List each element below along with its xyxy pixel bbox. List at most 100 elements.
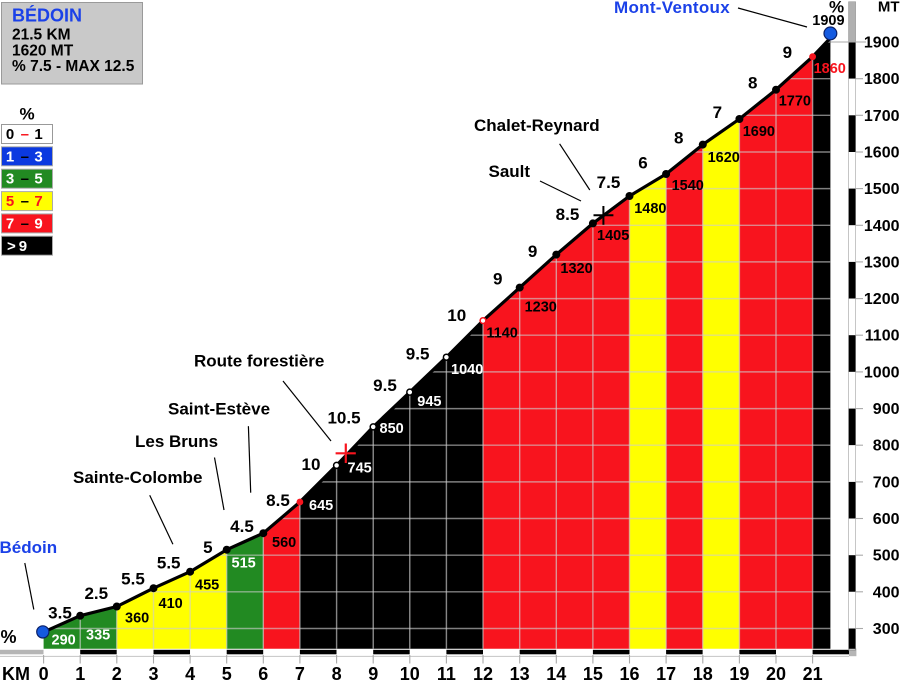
svg-text:> 9: > 9 bbox=[7, 238, 27, 255]
svg-text:4.5: 4.5 bbox=[230, 517, 254, 536]
svg-text:4: 4 bbox=[185, 664, 195, 682]
svg-text:360: 360 bbox=[125, 611, 149, 627]
svg-text:1500: 1500 bbox=[864, 181, 900, 198]
svg-text:9: 9 bbox=[783, 43, 792, 62]
svg-text:300: 300 bbox=[873, 621, 900, 638]
svg-text:1000: 1000 bbox=[864, 364, 900, 381]
svg-text:18: 18 bbox=[693, 664, 713, 682]
svg-text:–: – bbox=[21, 171, 29, 188]
svg-text:5: 5 bbox=[203, 538, 212, 557]
svg-text:7: 7 bbox=[6, 215, 14, 232]
svg-text:1040: 1040 bbox=[451, 362, 483, 378]
svg-text:–: – bbox=[21, 126, 29, 143]
svg-text:3: 3 bbox=[34, 148, 42, 165]
svg-text:10: 10 bbox=[400, 664, 420, 682]
svg-text:9: 9 bbox=[528, 242, 537, 261]
svg-text:1320: 1320 bbox=[560, 261, 592, 277]
svg-text:Route forestière: Route forestière bbox=[194, 352, 324, 371]
svg-text:MT: MT bbox=[878, 0, 900, 16]
svg-text:BÉDOIN: BÉDOIN bbox=[12, 5, 82, 26]
svg-text:–: – bbox=[21, 193, 29, 210]
svg-text:7.5: 7.5 bbox=[597, 173, 621, 192]
svg-text:%: % bbox=[1, 627, 17, 647]
svg-text:Saint-Estève: Saint-Estève bbox=[168, 400, 270, 419]
svg-text:10: 10 bbox=[447, 306, 466, 325]
svg-text:7: 7 bbox=[34, 193, 42, 210]
svg-text:7: 7 bbox=[295, 664, 305, 682]
svg-text:1300: 1300 bbox=[864, 254, 900, 271]
svg-text:9: 9 bbox=[493, 269, 502, 288]
svg-text:700: 700 bbox=[873, 474, 900, 491]
svg-text:1600: 1600 bbox=[864, 145, 900, 162]
svg-text:21: 21 bbox=[803, 664, 823, 682]
svg-text:11: 11 bbox=[437, 664, 456, 682]
svg-text:KM: KM bbox=[2, 664, 30, 682]
svg-text:1480: 1480 bbox=[634, 201, 666, 217]
svg-text:Chalet-Reynard: Chalet-Reynard bbox=[474, 116, 600, 135]
svg-text:8: 8 bbox=[674, 129, 683, 148]
svg-text:–: – bbox=[21, 148, 29, 165]
svg-text:560: 560 bbox=[272, 535, 296, 551]
svg-text:745: 745 bbox=[348, 461, 372, 477]
svg-text:335: 335 bbox=[86, 628, 110, 644]
svg-text:3: 3 bbox=[148, 664, 158, 682]
svg-text:1540: 1540 bbox=[672, 178, 704, 194]
svg-text:5: 5 bbox=[222, 664, 232, 682]
svg-text:290: 290 bbox=[52, 633, 76, 649]
svg-text:1: 1 bbox=[75, 664, 85, 682]
svg-text:8: 8 bbox=[748, 74, 757, 93]
svg-text:800: 800 bbox=[873, 438, 900, 455]
svg-text:21.5 KM: 21.5 KM bbox=[12, 27, 71, 44]
svg-text:9: 9 bbox=[368, 664, 378, 682]
svg-text:Les Bruns: Les Bruns bbox=[135, 432, 218, 451]
svg-text:9: 9 bbox=[34, 215, 42, 232]
svg-text:Sainte-Colombe: Sainte-Colombe bbox=[73, 468, 202, 487]
svg-text:1: 1 bbox=[6, 148, 14, 165]
svg-text:500: 500 bbox=[873, 548, 900, 565]
svg-text:1700: 1700 bbox=[864, 108, 900, 125]
svg-text:3.5: 3.5 bbox=[48, 604, 72, 623]
svg-text:5: 5 bbox=[34, 171, 42, 188]
svg-text:3: 3 bbox=[6, 171, 14, 188]
svg-text:10.5: 10.5 bbox=[327, 409, 360, 428]
svg-text:%: % bbox=[19, 105, 34, 124]
svg-text:0: 0 bbox=[39, 664, 49, 682]
svg-text:400: 400 bbox=[873, 584, 900, 601]
svg-text:850: 850 bbox=[380, 421, 404, 437]
svg-text:–: – bbox=[21, 215, 29, 232]
svg-text:1100: 1100 bbox=[865, 328, 900, 345]
svg-text:1200: 1200 bbox=[864, 291, 900, 308]
svg-text:14: 14 bbox=[546, 664, 566, 682]
svg-text:1620: 1620 bbox=[708, 150, 740, 166]
svg-text:Sault: Sault bbox=[489, 162, 531, 181]
svg-text:5: 5 bbox=[6, 193, 14, 210]
svg-text:5.5: 5.5 bbox=[121, 569, 145, 588]
svg-text:19: 19 bbox=[729, 664, 749, 682]
svg-text:10: 10 bbox=[302, 455, 321, 474]
svg-text:6: 6 bbox=[258, 664, 268, 682]
svg-text:Mont-Ventoux: Mont-Ventoux bbox=[614, 0, 730, 17]
svg-text:15: 15 bbox=[583, 664, 603, 682]
svg-text:900: 900 bbox=[873, 401, 900, 418]
svg-text:1860: 1860 bbox=[814, 61, 846, 77]
svg-text:1800: 1800 bbox=[864, 71, 900, 88]
svg-text:1620 MT: 1620 MT bbox=[12, 43, 74, 60]
svg-text:1: 1 bbox=[34, 126, 42, 143]
svg-text:515: 515 bbox=[232, 556, 256, 572]
svg-text:1230: 1230 bbox=[525, 300, 557, 316]
svg-text:0: 0 bbox=[6, 126, 14, 143]
svg-text:1400: 1400 bbox=[864, 218, 900, 235]
svg-text:Bédoin: Bédoin bbox=[0, 538, 57, 557]
svg-text:410: 410 bbox=[159, 596, 183, 612]
svg-text:1909: 1909 bbox=[812, 13, 844, 29]
svg-text:9.5: 9.5 bbox=[406, 344, 430, 363]
svg-text:% 7.5 - MAX 12.5: % 7.5 - MAX 12.5 bbox=[12, 58, 135, 75]
svg-text:945: 945 bbox=[417, 394, 441, 410]
svg-text:5.5: 5.5 bbox=[157, 553, 181, 572]
svg-text:8.5: 8.5 bbox=[556, 205, 580, 224]
svg-text:1140: 1140 bbox=[486, 326, 517, 342]
svg-text:2: 2 bbox=[112, 664, 122, 682]
svg-text:7: 7 bbox=[713, 103, 722, 122]
svg-text:8.5: 8.5 bbox=[266, 491, 290, 510]
svg-text:1770: 1770 bbox=[779, 93, 811, 109]
